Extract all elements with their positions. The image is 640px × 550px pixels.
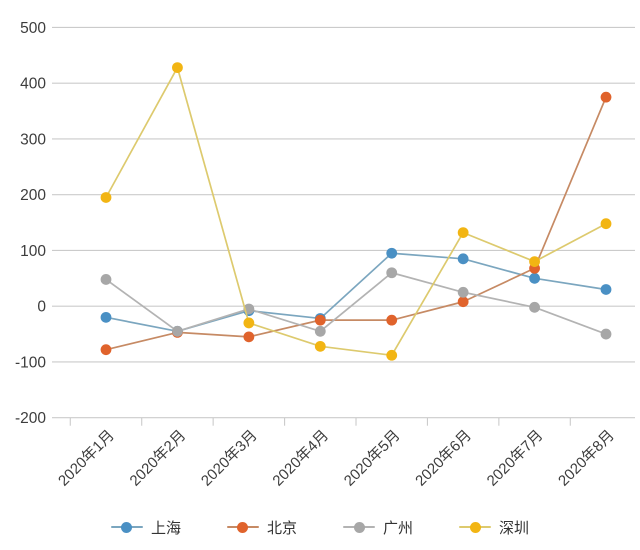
series-shenzhen-point-8[interactable] bbox=[600, 218, 612, 230]
series-beijing-point-3[interactable] bbox=[243, 331, 255, 343]
legend: 上海 北京 广州 深圳 bbox=[0, 515, 640, 539]
y-axis-label: 100 bbox=[20, 243, 46, 260]
legend-item-shanghai[interactable]: 上海 bbox=[110, 517, 181, 538]
y-axis-label: 0 bbox=[37, 299, 46, 316]
series-guangzhou-point-2[interactable] bbox=[172, 325, 183, 337]
y-axis-label: 500 bbox=[20, 20, 46, 37]
series-shenzhen-point-6[interactable] bbox=[457, 227, 469, 239]
legend-item-shenzhen[interactable]: 深圳 bbox=[459, 517, 529, 538]
legend-marker-beijing-icon bbox=[226, 521, 259, 533]
series-beijing-point-1[interactable] bbox=[100, 344, 112, 356]
y-axis-label: 300 bbox=[20, 131, 46, 148]
x-axis-label-4: 2020年4月 bbox=[269, 427, 332, 490]
series-guangzhou-point-8[interactable] bbox=[600, 328, 612, 340]
series-guangzhou-point-4[interactable] bbox=[314, 325, 326, 337]
series-beijing bbox=[100, 91, 612, 356]
series-guangzhou bbox=[100, 267, 612, 340]
legend-marker-guangzhou-icon bbox=[343, 521, 375, 533]
legend-marker-shenzhen-icon bbox=[459, 521, 492, 533]
series-guangzhou-line bbox=[105, 271, 607, 335]
y-axis-label: 400 bbox=[20, 76, 46, 93]
x-axis-label-5: 2020年5月 bbox=[341, 427, 404, 490]
y-axis-label: -200 bbox=[15, 410, 46, 427]
x-axis-label-7: 2020年7月 bbox=[484, 427, 547, 490]
x-axis-label-2: 2020年2月 bbox=[127, 427, 190, 490]
legend-marker-shanghai-icon bbox=[110, 521, 143, 533]
y-axis-label: -100 bbox=[15, 354, 46, 371]
series-guangzhou-point-7[interactable] bbox=[529, 301, 540, 313]
series-shenzhen-point-4[interactable] bbox=[314, 340, 326, 352]
series-guangzhou-point-6[interactable] bbox=[457, 286, 469, 298]
x-axis-label-6: 2020年6月 bbox=[412, 427, 475, 490]
series-shenzhen-point-3[interactable] bbox=[243, 317, 255, 329]
series-shenzhen-point-7[interactable] bbox=[529, 256, 540, 267]
series-guangzhou-point-5[interactable] bbox=[386, 267, 398, 279]
series-beijing-point-8[interactable] bbox=[600, 91, 612, 103]
series-shenzhen-line bbox=[105, 66, 607, 357]
series-beijing-point-6[interactable] bbox=[457, 296, 469, 308]
x-axis-label-1: 2020年1月 bbox=[55, 427, 118, 490]
series-shanghai-point-8[interactable] bbox=[600, 284, 612, 295]
legend-item-beijing[interactable]: 北京 bbox=[226, 517, 297, 538]
x-axis-label-8: 2020年8月 bbox=[555, 427, 618, 490]
series-shanghai-point-6[interactable] bbox=[457, 253, 469, 265]
series-shenzhen-point-2[interactable] bbox=[172, 62, 183, 73]
series-shanghai-point-5[interactable] bbox=[386, 247, 398, 259]
legend-label-shenzhen: 深圳 bbox=[499, 519, 530, 537]
series-guangzhou-point-1[interactable] bbox=[100, 274, 112, 285]
series-shenzhen-point-5[interactable] bbox=[386, 349, 398, 361]
y-axis-label: 200 bbox=[20, 187, 46, 204]
series-shanghai-point-1[interactable] bbox=[100, 311, 112, 323]
series-beijing-point-4[interactable] bbox=[314, 314, 326, 326]
legend-item-guangzhou[interactable]: 广州 bbox=[343, 517, 413, 538]
series-beijing-point-5[interactable] bbox=[386, 314, 398, 326]
legend-label-shanghai: 上海 bbox=[150, 519, 181, 537]
x-axis-label-3: 2020年3月 bbox=[198, 427, 261, 490]
series-beijing-line bbox=[105, 96, 607, 351]
series-shanghai-point-7[interactable] bbox=[529, 272, 540, 284]
legend-label-guangzhou: 广州 bbox=[383, 519, 414, 537]
legend-label-beijing: 北京 bbox=[266, 519, 297, 537]
series-shenzhen-point-1[interactable] bbox=[100, 192, 112, 203]
series-shenzhen bbox=[100, 62, 612, 361]
